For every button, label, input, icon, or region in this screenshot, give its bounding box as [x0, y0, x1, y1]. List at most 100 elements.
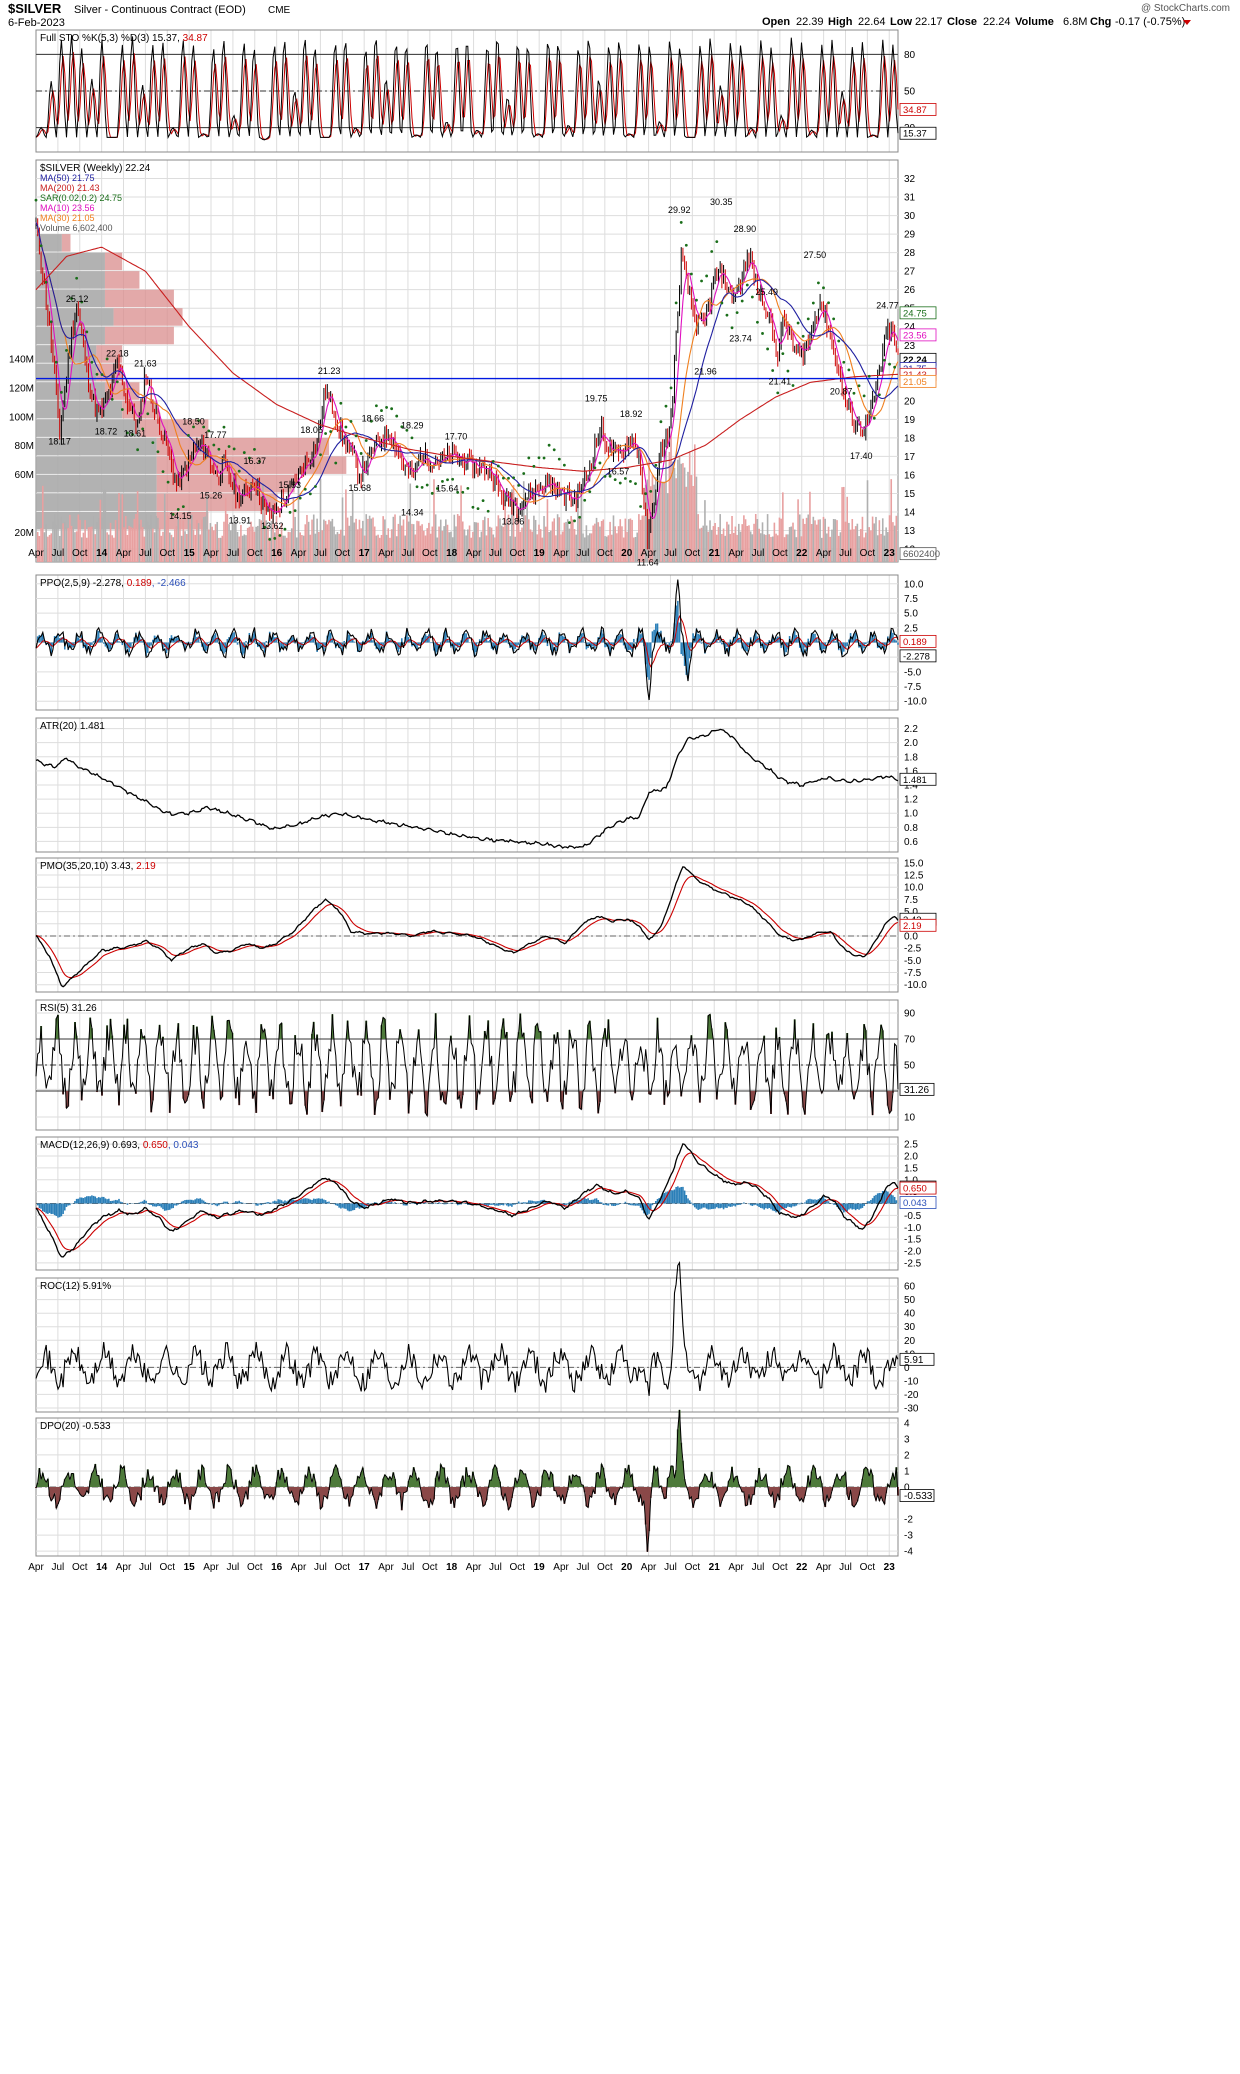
x-tick-label: 20 [621, 1562, 633, 1573]
volume-bar [658, 460, 661, 562]
macd-histogram-bar [754, 1203, 757, 1205]
volume-bar [174, 529, 176, 562]
macd-histogram-bar [172, 1203, 174, 1209]
panel-legend: PMO(35,20,10) 3.43, 2.19 [40, 861, 156, 872]
ppo-histogram-bar [148, 642, 151, 648]
price-annotation: 11.64 [637, 558, 659, 568]
volume-bar [477, 522, 479, 562]
price-annotation: 15.83 [279, 480, 302, 490]
ppo-histogram-bar [311, 636, 313, 643]
ppo-histogram-bar [429, 642, 432, 644]
ppo-histogram-bar [214, 633, 217, 643]
x-tick-label: Jul [227, 1562, 240, 1573]
volume-bar [118, 493, 120, 562]
volume-bar [517, 515, 520, 562]
volume-bar [126, 534, 129, 562]
volume-bar [461, 521, 464, 562]
macd-histogram-bar [363, 1203, 366, 1209]
volume-tick-label: 100M [9, 412, 34, 423]
volume-bar [219, 537, 222, 562]
sar-dot [420, 485, 424, 489]
macd-histogram-bar [876, 1193, 879, 1204]
ppo-histogram-bar [793, 630, 796, 643]
macd-histogram-bar [771, 1203, 774, 1211]
volume-bar [665, 450, 667, 562]
volume-bar [871, 516, 874, 562]
macd-histogram-bar [153, 1203, 156, 1207]
ppo-histogram-bar [417, 642, 420, 646]
volume-bar [543, 516, 545, 562]
open-label: Open [762, 16, 790, 28]
macd-histogram-bar [526, 1202, 528, 1204]
volume-bar [355, 518, 357, 562]
volume-bar [170, 534, 173, 562]
volume-bar [63, 522, 66, 562]
volume-bar [656, 499, 659, 562]
sar-dot [395, 414, 399, 418]
ppo-histogram-bar [162, 642, 164, 650]
y-tick-label: 1.4 [904, 781, 918, 792]
macd-histogram-bar [682, 1186, 684, 1204]
ppo-histogram-bar [157, 635, 159, 643]
x-tick-label: Oct [159, 548, 175, 559]
ppo-histogram-bar [685, 642, 688, 675]
macd-histogram-bar [108, 1198, 110, 1204]
volume-bar [714, 522, 716, 562]
sar-dot [786, 369, 790, 373]
volume-bar [451, 537, 454, 562]
macd-histogram-bar [758, 1203, 760, 1208]
legend-entry: SAR(0.02,0.2) 24.75 [40, 193, 122, 203]
price-annotation: 18.06 [300, 425, 323, 435]
y-tick-label: -4 [904, 1547, 913, 1558]
sto-panel: 205080Full STO %K(5,3) %D(3) 15.37, 34.8… [35, 29, 937, 153]
sar-dot [684, 243, 688, 247]
macd-histogram-bar [311, 1199, 313, 1204]
volume-bar [570, 515, 572, 562]
y-tick-label: 20 [904, 396, 916, 407]
ppo-histogram-bar [802, 642, 804, 655]
sar-dot [425, 483, 429, 487]
volume-bar [319, 478, 322, 562]
volume-bar [187, 518, 190, 562]
x-tick-label: Jul [402, 1562, 415, 1573]
volume-bar [43, 532, 46, 562]
macd-histogram-bar [196, 1198, 198, 1204]
volume-bar [726, 521, 728, 562]
macd-histogram-bar [704, 1203, 706, 1208]
sar-dot [324, 432, 327, 435]
ppo-histogram-bar [604, 642, 606, 648]
x-tick-label: Apr [203, 548, 219, 559]
ppo-histogram-bar [738, 638, 740, 643]
volume-bar [633, 537, 635, 562]
sar-dot [176, 507, 180, 511]
volume-bar [240, 525, 242, 562]
volume-bar [463, 529, 466, 562]
sar-dot [689, 272, 693, 276]
sar-dot [405, 428, 409, 432]
volume-bar [704, 500, 706, 562]
volume-bar [727, 524, 730, 562]
volume-bar [223, 521, 225, 562]
end-value-label: 23.56 [903, 330, 927, 341]
x-tick-label: Jul [51, 548, 64, 559]
volume-bar [563, 522, 566, 562]
volume-bar [443, 526, 445, 562]
volume-bar [848, 522, 850, 562]
macd-histogram-bar [583, 1197, 586, 1204]
ppo-histogram-bar [297, 642, 300, 652]
panel-legend: RSI(5) 31.26 [40, 1003, 97, 1014]
volume-bar [822, 516, 825, 562]
volume-bar [887, 532, 889, 562]
ppo-histogram-bar [627, 642, 630, 651]
price-annotation: 18.66 [362, 414, 385, 424]
sar-dot [623, 477, 627, 480]
sar-dot [801, 334, 805, 338]
sar-dot [247, 456, 251, 460]
volume-tick-label: 60M [15, 470, 34, 481]
x-tick-label: Oct [422, 548, 438, 559]
macd-histogram-bar [585, 1198, 588, 1204]
volume-bar [853, 529, 855, 562]
ppo-histogram-bar [362, 640, 364, 643]
macd-histogram-bar [414, 1203, 417, 1205]
macd-histogram-bar [233, 1202, 235, 1204]
